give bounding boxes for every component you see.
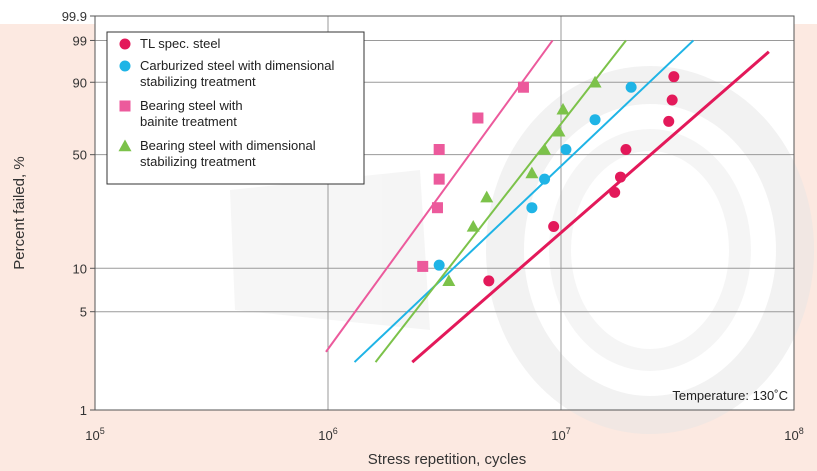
data-point-series-1 [614,171,626,183]
data-point-series-3 [517,81,529,93]
data-point-series-1 [666,94,678,106]
x-tick-label: 106 [318,426,337,443]
legend-label-series-2: Carburized steel with dimensional stabili… [140,58,334,89]
legend-label-series-4: Bearing steel with dimensional stabilizin… [140,138,316,169]
data-point-series-4 [525,166,539,179]
x-axis-label: Stress repetition, cycles [368,451,526,468]
y-tick-label: 90 [73,75,87,90]
data-point-series-1 [668,71,680,83]
x-tick-label: 107 [551,426,570,443]
fit-line-series-4 [374,39,627,363]
data-point-series-2 [589,114,601,126]
data-point-series-4 [538,143,552,155]
x-tick-labels: 105 106 107 108 [85,426,803,443]
data-point-series-2 [539,173,551,185]
legend-marker-series-1 [119,38,131,50]
x-tick-label: 105 [85,426,104,443]
legend-marker-series-2 [119,60,131,72]
legend: TL spec. steel Carburized steel with dime… [106,31,365,185]
data-point-series-1 [620,144,632,156]
temperature-note: Temperature: 130˚C [672,388,788,403]
y-tick-label: 1 [80,403,87,418]
watermark-inner-ring [549,129,751,371]
bearing-watermark [230,66,814,434]
y-tick-label: 99.9 [62,9,87,24]
legend-box [106,31,365,185]
data-point-series-2 [560,144,572,156]
data-point-series-1 [663,115,675,127]
y-tick-label: 10 [73,261,87,276]
data-point-series-3 [433,144,445,156]
data-point-series-2 [433,259,445,271]
plot-frame [94,15,795,411]
data-point-series-4 [442,274,456,287]
y-tick-label: 50 [73,148,87,163]
data-point-series-1 [483,275,495,287]
data-point-series-3 [431,202,443,214]
data-point-series-1 [548,220,560,232]
data-point-series-4 [552,124,566,137]
legend-label-series-1: TL spec. steel [140,36,221,51]
fit-line-series-1 [411,50,770,364]
data-point-series-4 [480,190,494,203]
data-point-series-2 [625,81,637,93]
data-point-series-1 [609,186,621,198]
y-axis-label: Percent failed, % [11,156,28,269]
fit-lines [325,39,770,364]
fit-line-series-2 [353,39,695,363]
data-points [417,71,680,287]
legend-marker-series-4 [118,139,132,152]
legend-marker-series-3 [119,100,131,112]
x-tick-label: 108 [784,426,803,443]
data-point-series-4 [466,219,480,232]
y-tick-label: 99 [73,33,87,48]
legend-label-series-3: Bearing steel with bainite treatment [140,98,243,129]
y-tick-label: 5 [80,305,87,320]
data-point-series-4 [588,75,602,88]
data-point-series-3 [472,112,484,124]
data-point-series-3 [417,260,429,272]
watermark-outer-ring [486,66,814,434]
data-point-series-4 [556,102,570,115]
fit-line-series-3 [325,39,554,353]
y-tick-labels: 1 5 10 50 90 99 99.9 [62,9,95,418]
data-point-series-3 [433,173,445,185]
data-point-series-2 [526,202,538,214]
watermark-rollers [230,170,430,330]
